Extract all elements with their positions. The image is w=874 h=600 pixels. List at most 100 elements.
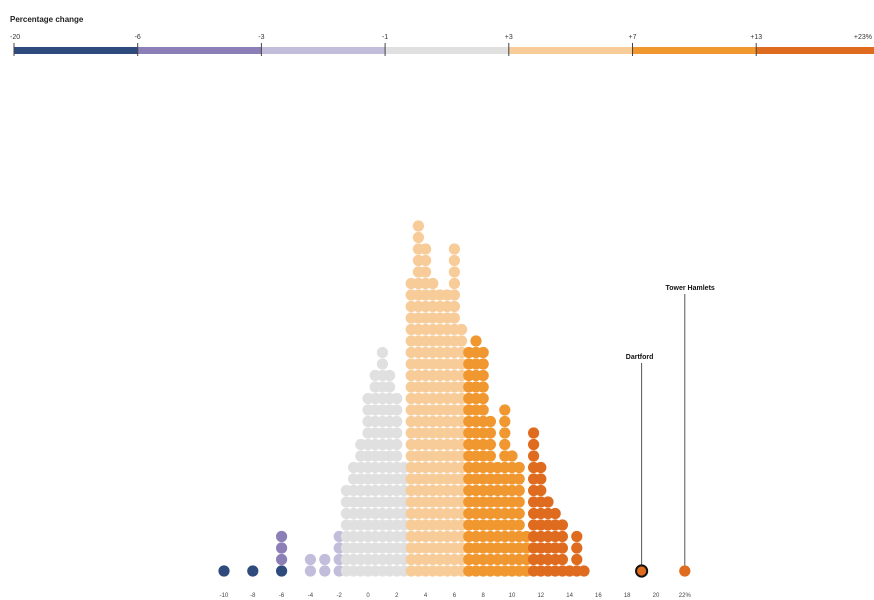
data-dot — [477, 392, 489, 405]
data-dot — [456, 335, 468, 347]
data-dot — [506, 450, 518, 462]
data-dot — [556, 519, 569, 531]
legend-tick-label: -20 — [10, 34, 20, 41]
data-dot — [513, 519, 525, 531]
data-dot — [412, 220, 424, 232]
legend-tick-label: +3 — [505, 34, 513, 41]
x-tick-label: -2 — [337, 593, 343, 599]
x-tick-label: -8 — [250, 593, 256, 599]
data-dot — [304, 565, 316, 577]
data-dot — [218, 565, 230, 577]
data-dot — [549, 507, 561, 520]
data-dot — [391, 450, 403, 462]
data-dot — [448, 266, 460, 278]
legend-tick-label: -3 — [258, 34, 264, 41]
x-tick-label: 20 — [653, 593, 660, 599]
data-dot — [513, 496, 525, 508]
data-dot — [535, 484, 547, 497]
data-dot — [513, 473, 525, 485]
data-dot — [556, 530, 569, 543]
data-dot — [477, 404, 489, 416]
legend-color-bar — [13, 43, 874, 56]
data-dot — [578, 565, 590, 577]
data-dot — [448, 243, 460, 255]
data-dot — [513, 461, 525, 474]
legend-segment — [137, 47, 262, 54]
data-dot — [384, 369, 396, 382]
data-dot — [448, 277, 460, 290]
data-dot — [528, 450, 540, 462]
data-dot — [513, 507, 525, 520]
data-dot — [499, 415, 511, 428]
data-dot — [448, 289, 460, 301]
legend-title: Percentage change — [10, 15, 84, 24]
legend-segment — [14, 47, 138, 54]
data-dot — [499, 438, 511, 451]
data-dot — [376, 346, 388, 359]
data-dot — [571, 530, 583, 543]
data-dot — [556, 542, 569, 554]
legend-tick-labels: -20 -6 -3 -1 +3 +7 +13 +23% — [10, 34, 872, 41]
data-dot — [477, 381, 489, 393]
data-dot — [528, 438, 540, 451]
data-dot — [484, 415, 496, 428]
x-tick-label: 16 — [595, 593, 602, 599]
data-dot — [384, 381, 396, 393]
data-dot — [427, 277, 439, 290]
data-dot — [304, 553, 316, 566]
data-dot — [535, 473, 547, 485]
data-dot — [247, 565, 259, 577]
x-tick-label: 14 — [566, 593, 573, 599]
legend-segment — [632, 47, 757, 54]
data-dot — [499, 427, 511, 439]
data-dot — [571, 542, 583, 554]
data-dot — [420, 254, 432, 267]
legend-segment — [385, 47, 509, 54]
data-dot — [513, 484, 525, 497]
data-dot — [448, 254, 460, 267]
x-axis: -10 -8 -6 -4 -2 0 2 4 6 8 10 12 14 16 18 20 22% — [220, 593, 692, 599]
data-dot — [448, 312, 460, 324]
data-dot — [276, 565, 288, 577]
legend: Percentage change -20 -6 -3 -1 +3 +7 +13 +23% — [10, 15, 874, 56]
x-tick-label: -6 — [279, 593, 285, 599]
data-dot — [470, 335, 482, 347]
legend-tick-label: +7 — [629, 34, 637, 41]
highlight-dot — [635, 564, 649, 578]
legend-segment — [508, 47, 633, 54]
data-dot — [391, 427, 403, 439]
legend-tick-label: +23% — [854, 34, 872, 41]
annotation-label: Tower Hamlets — [666, 285, 715, 292]
data-dot — [276, 542, 288, 554]
data-dot — [420, 266, 432, 278]
data-dot — [484, 450, 496, 462]
legend-tick-label: +13 — [750, 34, 762, 41]
highlight-dot — [679, 565, 691, 577]
data-dot — [484, 438, 496, 451]
data-dot — [319, 565, 331, 577]
data-dot — [484, 427, 496, 439]
data-dot — [499, 404, 511, 416]
data-dot — [420, 243, 432, 255]
data-dot — [571, 553, 583, 566]
x-tick-label: 22% — [679, 593, 692, 599]
annotations: Dartford Tower Hamlets — [626, 285, 715, 578]
x-tick-label: -4 — [308, 593, 314, 599]
data-dot — [456, 323, 468, 336]
data-dot — [276, 553, 288, 566]
legend-tick-label: -1 — [382, 34, 388, 41]
legend-tick-label: -6 — [135, 34, 141, 41]
data-dot — [556, 553, 569, 566]
dots-layer — [218, 220, 590, 577]
data-dot — [391, 438, 403, 451]
data-dot — [391, 404, 403, 416]
data-dot — [319, 553, 331, 566]
data-dot — [276, 530, 288, 543]
data-dot — [391, 392, 403, 405]
x-tick-label: 4 — [424, 593, 428, 599]
x-tick-label: 0 — [366, 593, 370, 599]
x-tick-label: 18 — [624, 593, 631, 599]
legend-segment — [756, 47, 874, 54]
data-dot — [528, 427, 540, 439]
